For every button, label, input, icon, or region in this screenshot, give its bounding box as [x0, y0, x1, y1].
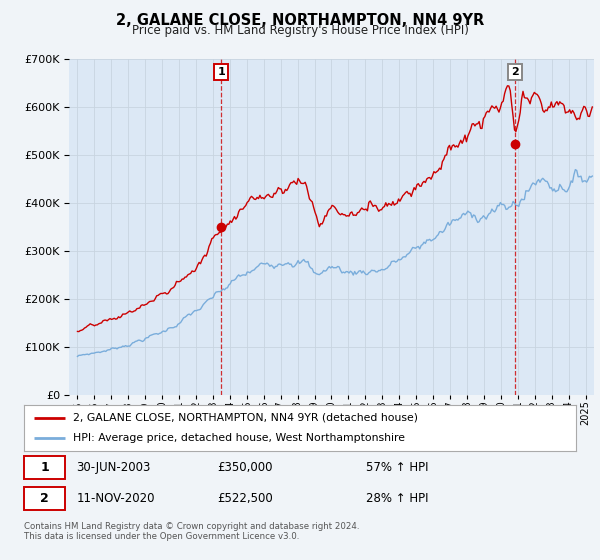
FancyBboxPatch shape: [24, 487, 65, 510]
Text: 30-JUN-2003: 30-JUN-2003: [76, 461, 151, 474]
Text: 57% ↑ HPI: 57% ↑ HPI: [366, 461, 429, 474]
Text: HPI: Average price, detached house, West Northamptonshire: HPI: Average price, detached house, West…: [73, 433, 404, 443]
Text: £522,500: £522,500: [217, 492, 273, 505]
Text: 2, GALANE CLOSE, NORTHAMPTON, NN4 9YR (detached house): 2, GALANE CLOSE, NORTHAMPTON, NN4 9YR (d…: [73, 413, 418, 423]
Text: 1: 1: [218, 67, 225, 77]
Text: 2, GALANE CLOSE, NORTHAMPTON, NN4 9YR: 2, GALANE CLOSE, NORTHAMPTON, NN4 9YR: [116, 13, 484, 27]
Text: 2: 2: [40, 492, 49, 505]
Text: 2: 2: [512, 67, 519, 77]
FancyBboxPatch shape: [24, 456, 65, 479]
Text: 1: 1: [40, 461, 49, 474]
Text: 28% ↑ HPI: 28% ↑ HPI: [366, 492, 429, 505]
Text: £350,000: £350,000: [217, 461, 272, 474]
Text: 11-NOV-2020: 11-NOV-2020: [76, 492, 155, 505]
Text: Contains HM Land Registry data © Crown copyright and database right 2024.
This d: Contains HM Land Registry data © Crown c…: [24, 522, 359, 542]
Text: Price paid vs. HM Land Registry's House Price Index (HPI): Price paid vs. HM Land Registry's House …: [131, 24, 469, 38]
